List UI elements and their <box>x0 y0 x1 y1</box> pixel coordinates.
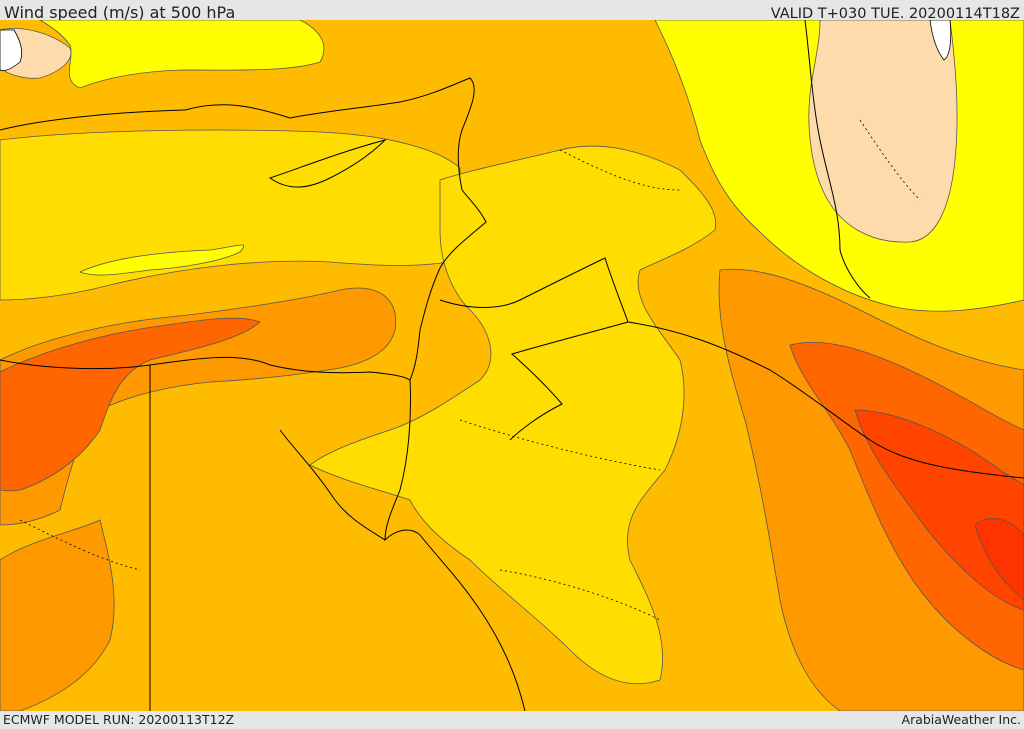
field-redorange-east <box>854 409 1024 611</box>
coastline-cyprus <box>268 139 387 188</box>
coastline-levant <box>409 189 487 381</box>
field-darkorange-west <box>0 317 261 492</box>
land-white-northeast <box>929 20 952 61</box>
model-run-label: ECMWF MODEL RUN: 20200113T12Z <box>3 712 235 727</box>
border-jordan-saudi <box>439 257 629 441</box>
field-gold-west <box>0 129 461 301</box>
land-white-northwest <box>0 29 22 72</box>
valid-time-label: VALID T+030 TUE. 20200114T18Z <box>770 6 1020 22</box>
coastline-egypt-north <box>0 356 411 381</box>
field-pale-east <box>808 20 958 243</box>
field-yellow-streak-1 <box>78 244 245 276</box>
field-darkorange-east <box>789 342 1024 671</box>
border-dotted-5 <box>499 569 661 621</box>
field-gold-central <box>309 145 717 685</box>
border-iraq-saudi <box>627 321 1024 479</box>
border-dotted-4 <box>859 119 921 201</box>
credit-label: ArabiaWeather Inc. <box>901 712 1021 727</box>
coastline-turkey-south <box>0 77 475 191</box>
field-orange-southwest <box>0 519 115 711</box>
coastline-sinai-red-sea <box>384 379 526 711</box>
map-title: Wind speed (m/s) at 500 hPa <box>4 3 236 22</box>
border-dotted-3 <box>19 519 141 571</box>
border-dotted-1 <box>559 149 681 191</box>
coastline-persian-gulf <box>804 20 871 299</box>
field-yellow-northwest <box>39 20 325 89</box>
coastline-gulf-of-suez <box>279 429 386 541</box>
wind-speed-map <box>0 20 1024 711</box>
